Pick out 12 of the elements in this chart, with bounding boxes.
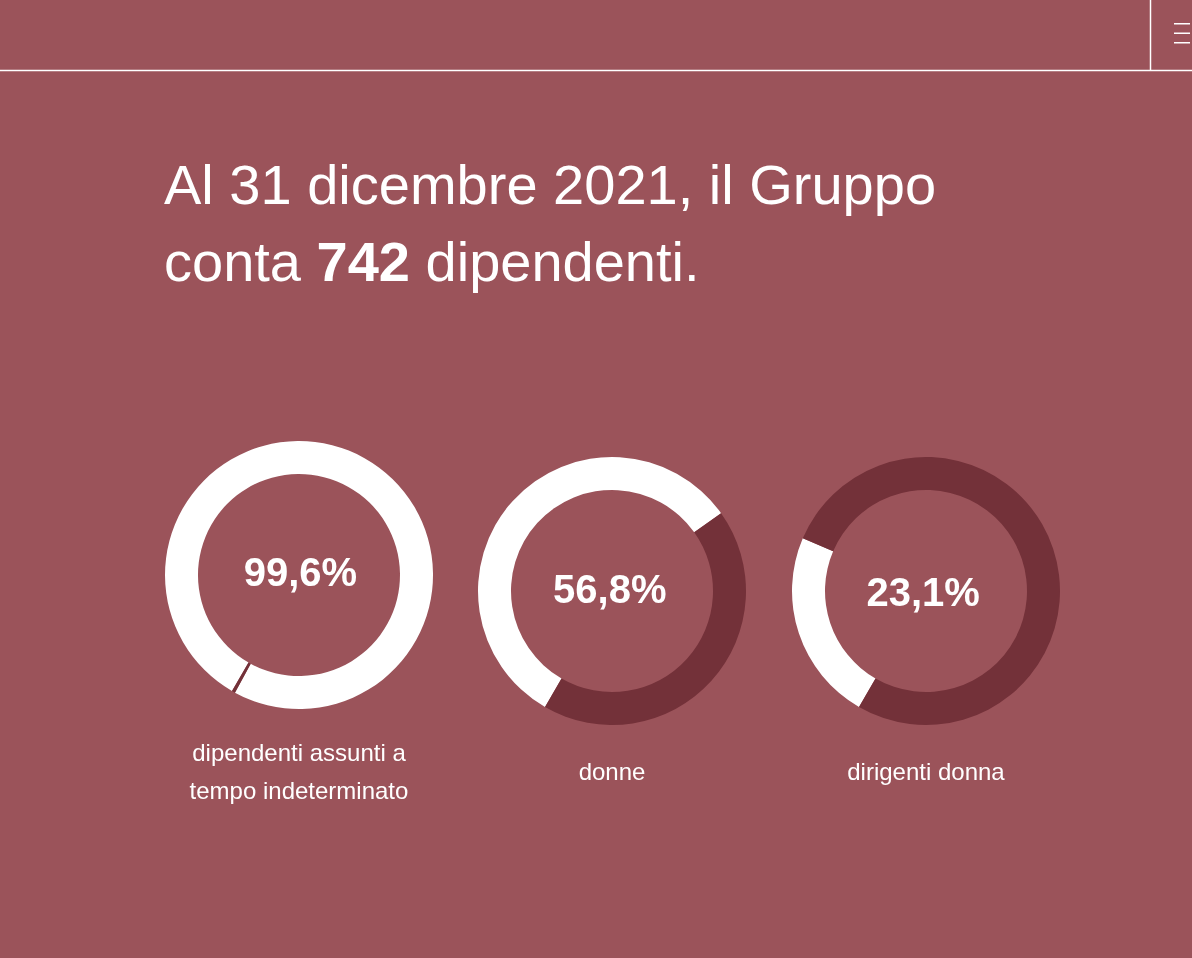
data-label: 56,8% [553,566,667,611]
data-label: 23,1% [866,569,980,614]
text: donne [578,757,646,785]
donut-slice [165,441,433,709]
donut-slice [232,662,251,693]
text: dipendenti assunti a tempo indeterminato [189,738,409,804]
chart-title: Al 31 dicembre 2021, il Gruppo conta 742 dipendenti. [164,153,937,293]
donut-slice [802,457,1060,725]
donut-slice [545,513,746,725]
data-label: 99,6% [243,550,358,595]
donut-slice [478,457,722,708]
text: dirigenti donna [847,757,1006,785]
